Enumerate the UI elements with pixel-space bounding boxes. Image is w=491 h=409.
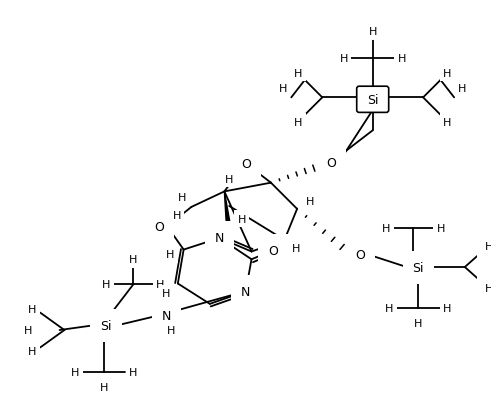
Text: H: H — [173, 210, 181, 220]
Text: H: H — [443, 69, 452, 79]
Text: N: N — [215, 232, 224, 245]
Text: O: O — [155, 220, 164, 233]
Text: H: H — [436, 224, 445, 234]
Text: H: H — [100, 382, 109, 392]
Text: H: H — [28, 346, 37, 357]
Text: H: H — [102, 280, 110, 290]
Text: O: O — [326, 156, 336, 169]
Text: H: H — [238, 214, 246, 224]
Text: H: H — [305, 197, 314, 207]
Text: H: H — [178, 193, 186, 203]
Text: H: H — [398, 54, 406, 63]
FancyBboxPatch shape — [356, 87, 389, 113]
Text: H: H — [294, 69, 302, 79]
Text: N: N — [162, 309, 171, 322]
Text: H: H — [414, 319, 422, 328]
Text: Si: Si — [100, 319, 112, 332]
Text: H: H — [162, 288, 170, 299]
Text: H: H — [129, 367, 137, 377]
Text: H: H — [279, 83, 288, 93]
Text: H: H — [339, 54, 348, 63]
Text: O: O — [268, 245, 278, 257]
Text: H: H — [485, 284, 491, 294]
Text: H: H — [225, 174, 233, 184]
Text: H: H — [382, 224, 390, 234]
Text: H: H — [443, 303, 452, 313]
Text: H: H — [458, 83, 466, 93]
Text: N: N — [241, 285, 250, 298]
Text: H: H — [443, 117, 452, 127]
Polygon shape — [224, 192, 232, 233]
Text: H: H — [156, 280, 164, 290]
Text: H: H — [369, 27, 377, 37]
Text: Si: Si — [367, 94, 379, 106]
Text: H: H — [167, 325, 175, 335]
Text: O: O — [241, 157, 250, 171]
Text: H: H — [294, 117, 302, 127]
Text: O: O — [355, 248, 365, 261]
Text: Si: Si — [412, 261, 424, 274]
Text: H: H — [129, 255, 137, 265]
Text: H: H — [166, 250, 174, 260]
Text: H: H — [485, 241, 491, 251]
Text: H: H — [385, 303, 393, 313]
Text: H: H — [71, 367, 79, 377]
Text: H: H — [25, 325, 33, 335]
Text: H: H — [292, 243, 300, 253]
Text: H: H — [28, 304, 37, 314]
